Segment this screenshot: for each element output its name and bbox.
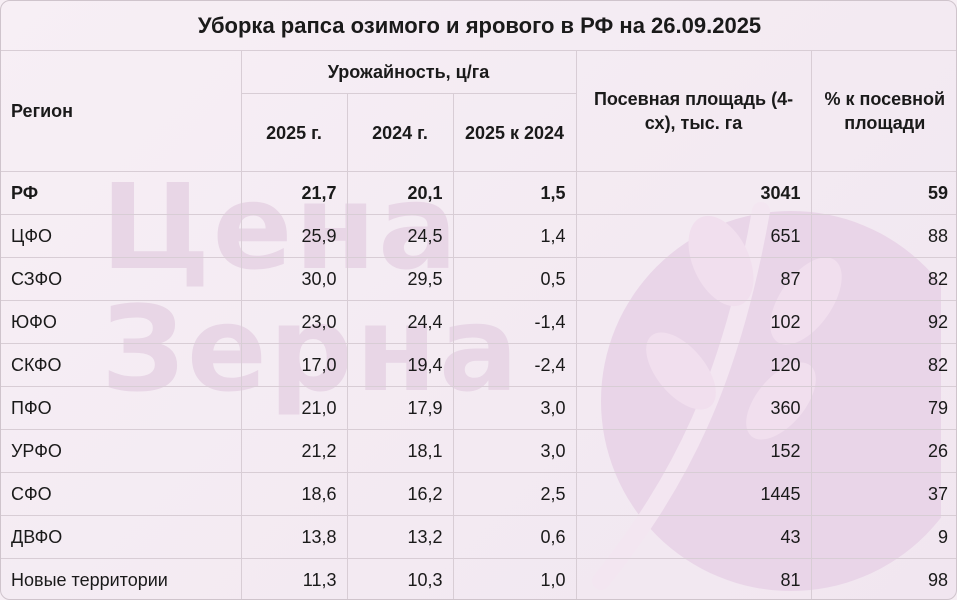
cell-yield-2024: 24,4	[346, 300, 454, 344]
cell-area: 120	[575, 343, 812, 387]
cell-percent: 92	[810, 300, 956, 344]
table-row-rf: РФ 21,7 20,1 1,5 3041 59	[1, 171, 956, 215]
header-area: Посевная площадь (4-сх), тыс. га	[575, 50, 812, 172]
cell-yield-2025: 23,0	[240, 300, 348, 344]
cell-percent: 98	[810, 558, 956, 599]
cell-region: ЦФО	[1, 214, 242, 258]
cell-percent: 79	[810, 386, 956, 430]
cell-percent: 26	[810, 429, 956, 473]
cell-diff: -2,4	[452, 343, 577, 387]
cell-diff: 1,5	[452, 171, 577, 215]
table-row: Новые территории 11,3 10,3 1,0 81 98	[1, 558, 956, 599]
cell-percent: 37	[810, 472, 956, 516]
cell-yield-2025: 17,0	[240, 343, 348, 387]
cell-area: 360	[575, 386, 812, 430]
table-row: ЦФО 25,9 24,5 1,4 651 88	[1, 214, 956, 258]
cell-yield-2024: 18,1	[346, 429, 454, 473]
header-region: Регион	[1, 50, 242, 172]
cell-yield-2025: 21,2	[240, 429, 348, 473]
cell-region: ЮФО	[1, 300, 242, 344]
cell-percent: 82	[810, 257, 956, 301]
cell-yield-2024: 16,2	[346, 472, 454, 516]
cell-area: 43	[575, 515, 812, 559]
cell-yield-2025: 11,3	[240, 558, 348, 599]
cell-region: СФО	[1, 472, 242, 516]
cell-diff: 2,5	[452, 472, 577, 516]
page-title: Уборка рапса озимого и ярового в РФ на 2…	[1, 1, 956, 51]
cell-yield-2025: 18,6	[240, 472, 348, 516]
cell-diff: 0,6	[452, 515, 577, 559]
table-row: СКФО 17,0 19,4 -2,4 120 82	[1, 343, 956, 387]
header-diff: 2025 к 2024	[452, 93, 577, 172]
table-row: СЗФО 30,0 29,5 0,5 87 82	[1, 257, 956, 301]
header-percent: % к посевной площади	[810, 50, 956, 172]
cell-diff: 1,4	[452, 214, 577, 258]
cell-yield-2024: 19,4	[346, 343, 454, 387]
cell-yield-2024: 29,5	[346, 257, 454, 301]
cell-region: УРФО	[1, 429, 242, 473]
cell-percent: 59	[810, 171, 956, 215]
cell-region: ДВФО	[1, 515, 242, 559]
table-row: УРФО 21,2 18,1 3,0 152 26	[1, 429, 956, 473]
cell-area: 1445	[575, 472, 812, 516]
cell-region: РФ	[1, 171, 242, 215]
cell-percent: 82	[810, 343, 956, 387]
cell-area: 87	[575, 257, 812, 301]
table-row: ДВФО 13,8 13,2 0,6 43 9	[1, 515, 956, 559]
table-row: ЮФО 23,0 24,4 -1,4 102 92	[1, 300, 956, 344]
cell-diff: 3,0	[452, 429, 577, 473]
cell-yield-2024: 24,5	[346, 214, 454, 258]
cell-diff: 3,0	[452, 386, 577, 430]
cell-diff: 1,0	[452, 558, 577, 599]
table-row: ПФО 21,0 17,9 3,0 360 79	[1, 386, 956, 430]
table-row: СФО 18,6 16,2 2,5 1445 37	[1, 472, 956, 516]
cell-yield-2024: 17,9	[346, 386, 454, 430]
cell-diff: -1,4	[452, 300, 577, 344]
cell-diff: 0,5	[452, 257, 577, 301]
cell-area: 81	[575, 558, 812, 599]
cell-area: 102	[575, 300, 812, 344]
cell-area: 3041	[575, 171, 812, 215]
cell-yield-2024: 13,2	[346, 515, 454, 559]
cell-yield-2025: 21,7	[240, 171, 348, 215]
cell-area: 152	[575, 429, 812, 473]
cell-yield-2025: 30,0	[240, 257, 348, 301]
cell-area: 651	[575, 214, 812, 258]
cell-region: Новые территории	[1, 558, 242, 599]
cell-percent: 88	[810, 214, 956, 258]
header-2025: 2025 г.	[241, 93, 348, 172]
cell-region: СКФО	[1, 343, 242, 387]
cell-yield-2025: 25,9	[240, 214, 348, 258]
header-2024: 2024 г.	[346, 93, 454, 172]
cell-yield-2025: 13,8	[240, 515, 348, 559]
header-yield-group: Урожайность, ц/га	[240, 50, 577, 94]
cell-region: ПФО	[1, 386, 242, 430]
cell-yield-2025: 21,0	[240, 386, 348, 430]
cell-percent: 9	[810, 515, 956, 559]
cell-region: СЗФО	[1, 257, 242, 301]
cell-yield-2024: 20,1	[346, 171, 454, 215]
cell-yield-2024: 10,3	[346, 558, 454, 599]
harvest-table: Регион Урожайность, ц/га Посевная площад…	[1, 50, 956, 599]
